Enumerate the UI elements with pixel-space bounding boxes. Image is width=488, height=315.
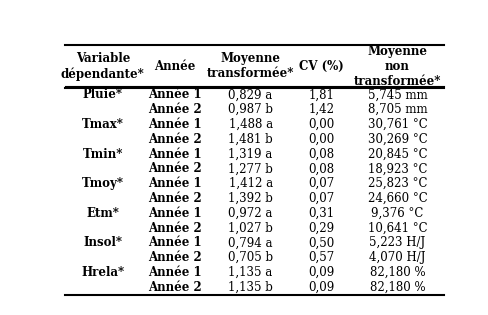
- Text: Hrela*: Hrela*: [81, 266, 124, 279]
- Text: Année 2: Année 2: [148, 281, 201, 294]
- Text: Année 2: Année 2: [148, 163, 201, 175]
- Text: 1,027 b: 1,027 b: [228, 221, 272, 235]
- Text: Tmoy*: Tmoy*: [81, 177, 123, 190]
- Text: 0,794 a: 0,794 a: [228, 236, 272, 249]
- Text: 10,641 °C: 10,641 °C: [367, 221, 427, 235]
- Text: 0,00: 0,00: [308, 118, 334, 131]
- Text: 0,09: 0,09: [308, 281, 334, 294]
- Text: 0,972 a: 0,972 a: [228, 207, 272, 220]
- Text: Année: Année: [154, 60, 195, 73]
- Text: 1,135 a: 1,135 a: [228, 266, 272, 279]
- Text: Année 1: Année 1: [148, 89, 201, 101]
- Text: 1,392 b: 1,392 b: [228, 192, 272, 205]
- Text: 1,135 b: 1,135 b: [228, 281, 272, 294]
- Text: 8,705 mm: 8,705 mm: [367, 103, 427, 116]
- Text: 5,745 mm: 5,745 mm: [367, 89, 427, 101]
- Text: 1,412 a: 1,412 a: [228, 177, 272, 190]
- Text: 82,180 %: 82,180 %: [369, 281, 425, 294]
- Text: 9,376 °C: 9,376 °C: [370, 207, 423, 220]
- Text: Pluie*: Pluie*: [82, 89, 122, 101]
- Text: 20,845 °C: 20,845 °C: [367, 148, 427, 161]
- Text: 0,07: 0,07: [308, 192, 334, 205]
- Text: Année 2: Année 2: [148, 133, 201, 146]
- Text: 0,29: 0,29: [308, 221, 334, 235]
- Text: Année 2: Année 2: [148, 251, 201, 264]
- Text: 0,09: 0,09: [308, 266, 334, 279]
- Text: 4,070 H/J: 4,070 H/J: [368, 251, 425, 264]
- Text: 82,180 %: 82,180 %: [369, 266, 425, 279]
- Text: 0,50: 0,50: [308, 236, 334, 249]
- Text: 1,481 b: 1,481 b: [228, 133, 272, 146]
- Text: 1,319 a: 1,319 a: [228, 148, 272, 161]
- Text: Année 1: Année 1: [148, 236, 201, 249]
- Text: 0,705 b: 0,705 b: [227, 251, 273, 264]
- Text: Année 1: Année 1: [148, 177, 201, 190]
- Text: 1,488 a: 1,488 a: [228, 118, 272, 131]
- Text: Tmax*: Tmax*: [81, 118, 123, 131]
- Text: 1,277 b: 1,277 b: [228, 163, 272, 175]
- Text: 5,223 H/J: 5,223 H/J: [368, 236, 425, 249]
- Text: Etm*: Etm*: [86, 207, 119, 220]
- Text: Année 2: Année 2: [148, 103, 201, 116]
- Text: Tmin*: Tmin*: [82, 148, 123, 161]
- Text: Année 1: Année 1: [148, 118, 201, 131]
- Text: Année 1: Année 1: [148, 148, 201, 161]
- Text: 18,923 °C: 18,923 °C: [367, 163, 427, 175]
- Text: 0,829 a: 0,829 a: [228, 89, 272, 101]
- Text: Année 1: Année 1: [148, 207, 201, 220]
- Text: 0,08: 0,08: [308, 148, 334, 161]
- Text: 0,00: 0,00: [308, 133, 334, 146]
- Text: CV (%): CV (%): [299, 60, 344, 73]
- Text: Insol*: Insol*: [83, 236, 122, 249]
- Text: Année 2: Année 2: [148, 221, 201, 235]
- Text: Moyenne
transformée*: Moyenne transformée*: [206, 52, 294, 80]
- Text: Variable
dépendante*: Variable dépendante*: [61, 52, 144, 81]
- Text: 1,42: 1,42: [308, 103, 334, 116]
- Text: 1,81: 1,81: [308, 89, 334, 101]
- Text: 0,987 b: 0,987 b: [227, 103, 273, 116]
- Text: 25,823 °C: 25,823 °C: [367, 177, 427, 190]
- Text: 30,761 °C: 30,761 °C: [367, 118, 427, 131]
- Text: Moyenne
non
transformée*: Moyenne non transformée*: [353, 45, 440, 88]
- Text: 0,31: 0,31: [308, 207, 334, 220]
- Text: 24,660 °C: 24,660 °C: [367, 192, 427, 205]
- Text: Année 2: Année 2: [148, 192, 201, 205]
- Text: 0,57: 0,57: [308, 251, 334, 264]
- Text: 30,269 °C: 30,269 °C: [367, 133, 427, 146]
- Text: Année 1: Année 1: [148, 266, 201, 279]
- Text: 0,07: 0,07: [308, 177, 334, 190]
- Text: 0,08: 0,08: [308, 163, 334, 175]
